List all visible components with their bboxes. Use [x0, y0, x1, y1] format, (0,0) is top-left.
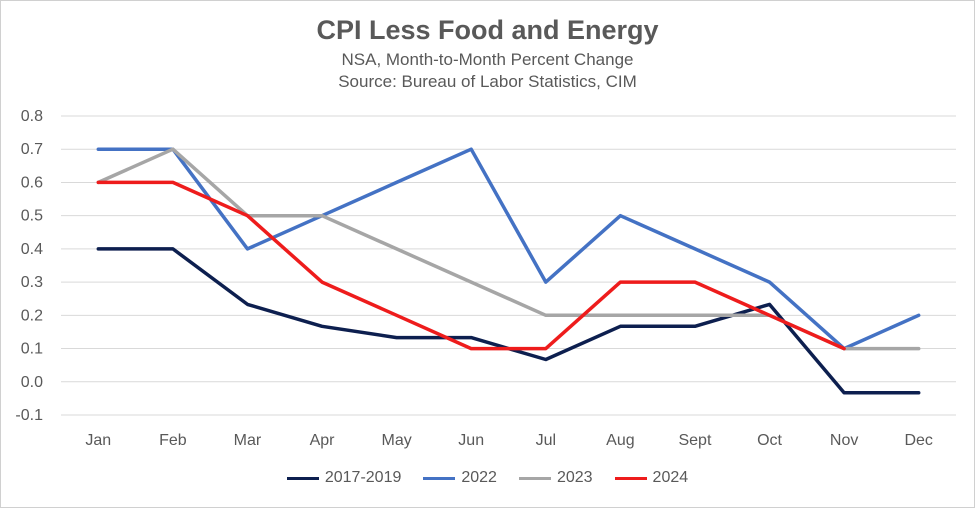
- series-line-2017-2019: [96, 247, 921, 395]
- series-line-2022: [96, 147, 921, 351]
- legend-swatch: [286, 476, 319, 480]
- line-chart-plot: 0.8 0.7 0.6 0.5 0.4 0.3 0.2 0.1 0.0 -0.1 Jan Feb Ma…: [15, 108, 956, 449]
- series-lines: [96, 147, 921, 395]
- chart-subtitle-line-2: Source: Bureau of Labor Statistics, CIM: [338, 72, 637, 91]
- y-tick-label: 0.4: [21, 241, 43, 258]
- x-tick-label: Mar: [234, 432, 262, 449]
- x-tick-label: Jun: [458, 432, 484, 449]
- y-tick-label: 0.3: [21, 274, 43, 291]
- x-tick-label: Sept: [678, 432, 711, 449]
- chart-legend: 2017-2019 2022 2023 2024: [1, 469, 974, 487]
- x-tick-label: Jan: [85, 432, 111, 449]
- x-tick-label: Apr: [310, 432, 336, 449]
- y-tick-label: 0.6: [21, 174, 43, 191]
- x-tick-label: Feb: [159, 432, 187, 449]
- y-tick-label: 0.8: [21, 108, 43, 125]
- x-axis-tick-labels: Jan Feb Mar Apr May Jun Jul Aug Sept Oct Nov Dec: [85, 432, 933, 449]
- legend-label: 2022: [461, 469, 497, 486]
- legend-item: 2024: [614, 469, 689, 487]
- y-tick-label: -0.1: [15, 407, 43, 424]
- x-tick-label: Aug: [606, 432, 634, 449]
- legend-swatch: [423, 476, 456, 480]
- x-tick-label: Nov: [830, 432, 858, 449]
- legend-swatch: [614, 476, 647, 480]
- legend-label: 2017-2019: [324, 469, 402, 486]
- legend-label: 2024: [652, 469, 689, 486]
- legend-item: 2023: [518, 469, 593, 487]
- legend-label: 2023: [556, 469, 593, 486]
- chart-subtitle-line-1: NSA, Month-to-Month Percent Change: [341, 50, 634, 69]
- series-line-2024: [96, 180, 846, 351]
- legend-item: 2017-2019: [286, 469, 402, 487]
- y-tick-label: 0.5: [21, 208, 43, 225]
- y-tick-label: 0.2: [21, 307, 43, 324]
- x-tick-label: Dec: [904, 432, 932, 449]
- y-tick-label: 0.7: [21, 141, 43, 158]
- chart-title: CPI Less Food and Energy: [316, 15, 659, 45]
- y-tick-label: 0.1: [21, 341, 43, 358]
- x-tick-label: Jul: [536, 432, 556, 449]
- x-tick-label: May: [382, 432, 412, 449]
- x-tick-label: Oct: [757, 432, 782, 449]
- y-tick-label: 0.0: [21, 374, 43, 391]
- y-axis-tick-labels: 0.8 0.7 0.6 0.5 0.4 0.3 0.2 0.1 0.0 -0.1: [15, 108, 43, 424]
- chart-subtitle: NSA, Month-to-Month Percent Change Sourc…: [1, 49, 974, 93]
- legend-item: 2022: [423, 469, 497, 487]
- legend-swatch: [518, 476, 551, 480]
